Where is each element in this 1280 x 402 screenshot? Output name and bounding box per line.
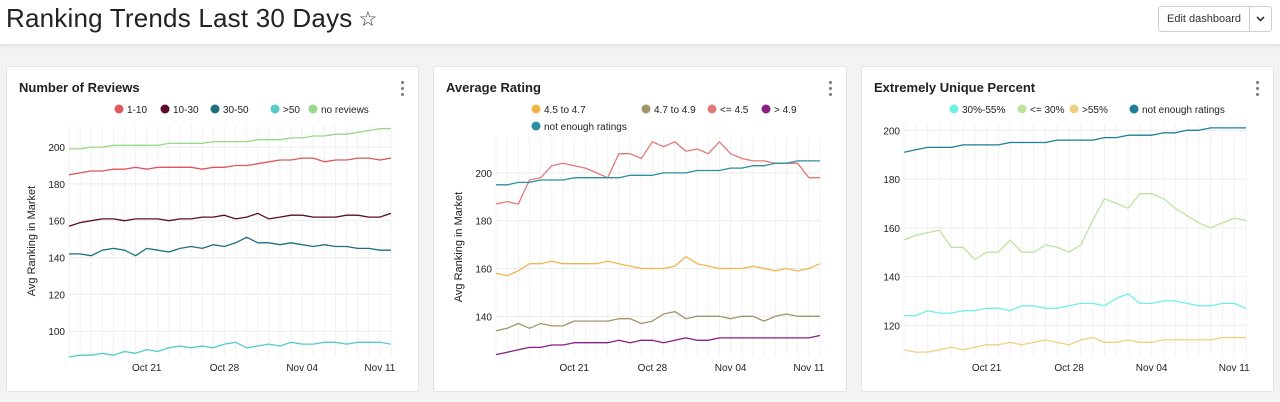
panel-number-of-reviews: Number of Reviews 100 120 140 160 180 200 Oct … <box>6 66 419 392</box>
y-tick-label: 200 <box>475 169 492 180</box>
legend-label: not enough ratings <box>1142 105 1225 116</box>
series-line-30-55- <box>904 292 1247 317</box>
legend-label: 1-10 <box>127 105 147 116</box>
x-tick-label: Nov 11 <box>793 363 824 374</box>
panel-menu-icon[interactable] <box>1253 81 1263 97</box>
y-tick-label: 140 <box>475 312 492 323</box>
y-tick-label: 180 <box>475 217 492 228</box>
panel-title: Extremely Unique Percent <box>874 80 1036 95</box>
legend-marker <box>270 104 280 114</box>
legend-marker <box>308 104 318 114</box>
legend-label: >50 <box>283 105 300 116</box>
legend-marker <box>1129 104 1139 114</box>
legend-marker <box>531 121 541 131</box>
x-tick-label: Oct 21 <box>132 363 162 374</box>
chart-number-of-reviews: 100 120 140 160 180 200 Oct 21 Oct 28 Nov 04 Nov … <box>26 104 396 374</box>
page-title-text: Ranking Trends Last 30 Days <box>6 3 353 33</box>
y-tick-label: 200 <box>883 126 900 137</box>
y-axis-label: Avg Ranking in Market <box>26 186 38 296</box>
legend-marker <box>210 104 220 114</box>
legend-marker <box>114 104 124 114</box>
legend-marker <box>641 104 651 114</box>
series-line--30- <box>903 193 1247 261</box>
legend-label: 30%-55% <box>962 105 1005 116</box>
legend-marker <box>531 104 541 114</box>
y-tick-label: 140 <box>48 254 65 265</box>
x-tick-label: Nov 11 <box>1219 363 1250 374</box>
y-tick-label: 100 <box>48 327 65 338</box>
dashboard-header: Ranking Trends Last 30 Days ☆ Edit dashbo… <box>0 0 1280 45</box>
x-tick-label: Nov 04 <box>1136 363 1168 374</box>
y-tick-label: 160 <box>475 265 492 276</box>
y-tick-label: 200 <box>48 143 65 154</box>
series-line--55- <box>903 336 1246 353</box>
series-line-1-10 <box>68 157 392 176</box>
series-line-30-50 <box>69 236 391 257</box>
panel-extremely-unique-percent: Extremely Unique Percent 120 140 160 180 200… <box>861 66 1274 392</box>
x-tick-label: Oct 21 <box>972 363 1002 374</box>
series-line-no-reviews <box>69 128 391 150</box>
y-tick-label: 120 <box>883 321 900 332</box>
legend-label: >55% <box>1082 105 1108 116</box>
legend-label: <= 4.5 <box>720 105 749 116</box>
series-line-10-30 <box>68 212 392 227</box>
legend-label: > 4.9 <box>774 105 797 116</box>
series-line--4-9 <box>495 334 821 356</box>
panel-menu-icon[interactable] <box>826 81 836 97</box>
y-tick-label: 120 <box>48 290 65 301</box>
x-tick-label: Oct 28 <box>638 363 668 374</box>
x-tick-label: Nov 11 <box>364 363 395 374</box>
panel-title: Number of Reviews <box>19 80 140 95</box>
legend-marker <box>1069 104 1079 114</box>
series-line-4-7-to-4-9 <box>495 310 820 332</box>
page-title: Ranking Trends Last 30 Days ☆ <box>6 3 378 34</box>
legend-label: no reviews <box>321 105 369 116</box>
legend-label: 4.7 to 4.9 <box>654 105 696 116</box>
legend-label: 4.5 to 4.7 <box>544 105 586 116</box>
legend-marker <box>761 104 771 114</box>
y-tick-label: 160 <box>883 224 900 235</box>
edit-dashboard-dropdown-button[interactable] <box>1250 6 1272 32</box>
panel-menu-icon[interactable] <box>398 81 408 97</box>
legend-label: 30-50 <box>223 105 249 116</box>
panel-average-rating: Average Rating 140 160 180 200 Oct 21 Oct 28 N… <box>433 66 847 392</box>
series-line-not-enough-ratings <box>903 127 1246 153</box>
x-tick-label: Oct 28 <box>1054 363 1084 374</box>
panel-title: Average Rating <box>446 80 541 95</box>
x-tick-label: Oct 21 <box>559 363 589 374</box>
chart-average-rating: 140 160 180 200 Oct 21 Oct 28 Nov 04 Nov 11 Avg … <box>453 104 825 374</box>
legend-marker <box>1017 104 1027 114</box>
legend-label: not enough ratings <box>544 122 627 133</box>
series-line--50 <box>68 341 392 358</box>
legend-marker <box>707 104 717 114</box>
legend-label: <= 30% <box>1030 105 1065 116</box>
chart-extremely-unique-percent: 120 140 160 180 200 Oct 21 Oct 28 Nov 04 Nov 11 3… <box>883 104 1250 374</box>
y-tick-label: 160 <box>48 217 65 228</box>
y-tick-label: 180 <box>883 175 900 186</box>
series-line-not-enough-ratings <box>496 160 820 186</box>
series-line-4-5-to-4-7 <box>495 255 821 277</box>
legend-marker <box>949 104 959 114</box>
y-tick-label: 140 <box>883 273 900 284</box>
y-axis-label: Avg Ranking in Market <box>453 192 465 302</box>
y-tick-label: 180 <box>48 180 65 191</box>
x-tick-label: Nov 04 <box>286 363 318 374</box>
edit-dashboard-button[interactable]: Edit dashboard <box>1158 6 1250 32</box>
legend-label: 10-30 <box>173 105 199 116</box>
series-line--4-5 <box>495 141 820 205</box>
star-outline-icon[interactable]: ☆ <box>358 8 378 31</box>
x-tick-label: Nov 04 <box>715 363 747 374</box>
chevron-down-icon <box>1256 16 1265 22</box>
x-tick-label: Oct 28 <box>210 363 240 374</box>
edit-dashboard-group: Edit dashboard <box>1158 6 1272 32</box>
legend-marker <box>160 104 170 114</box>
